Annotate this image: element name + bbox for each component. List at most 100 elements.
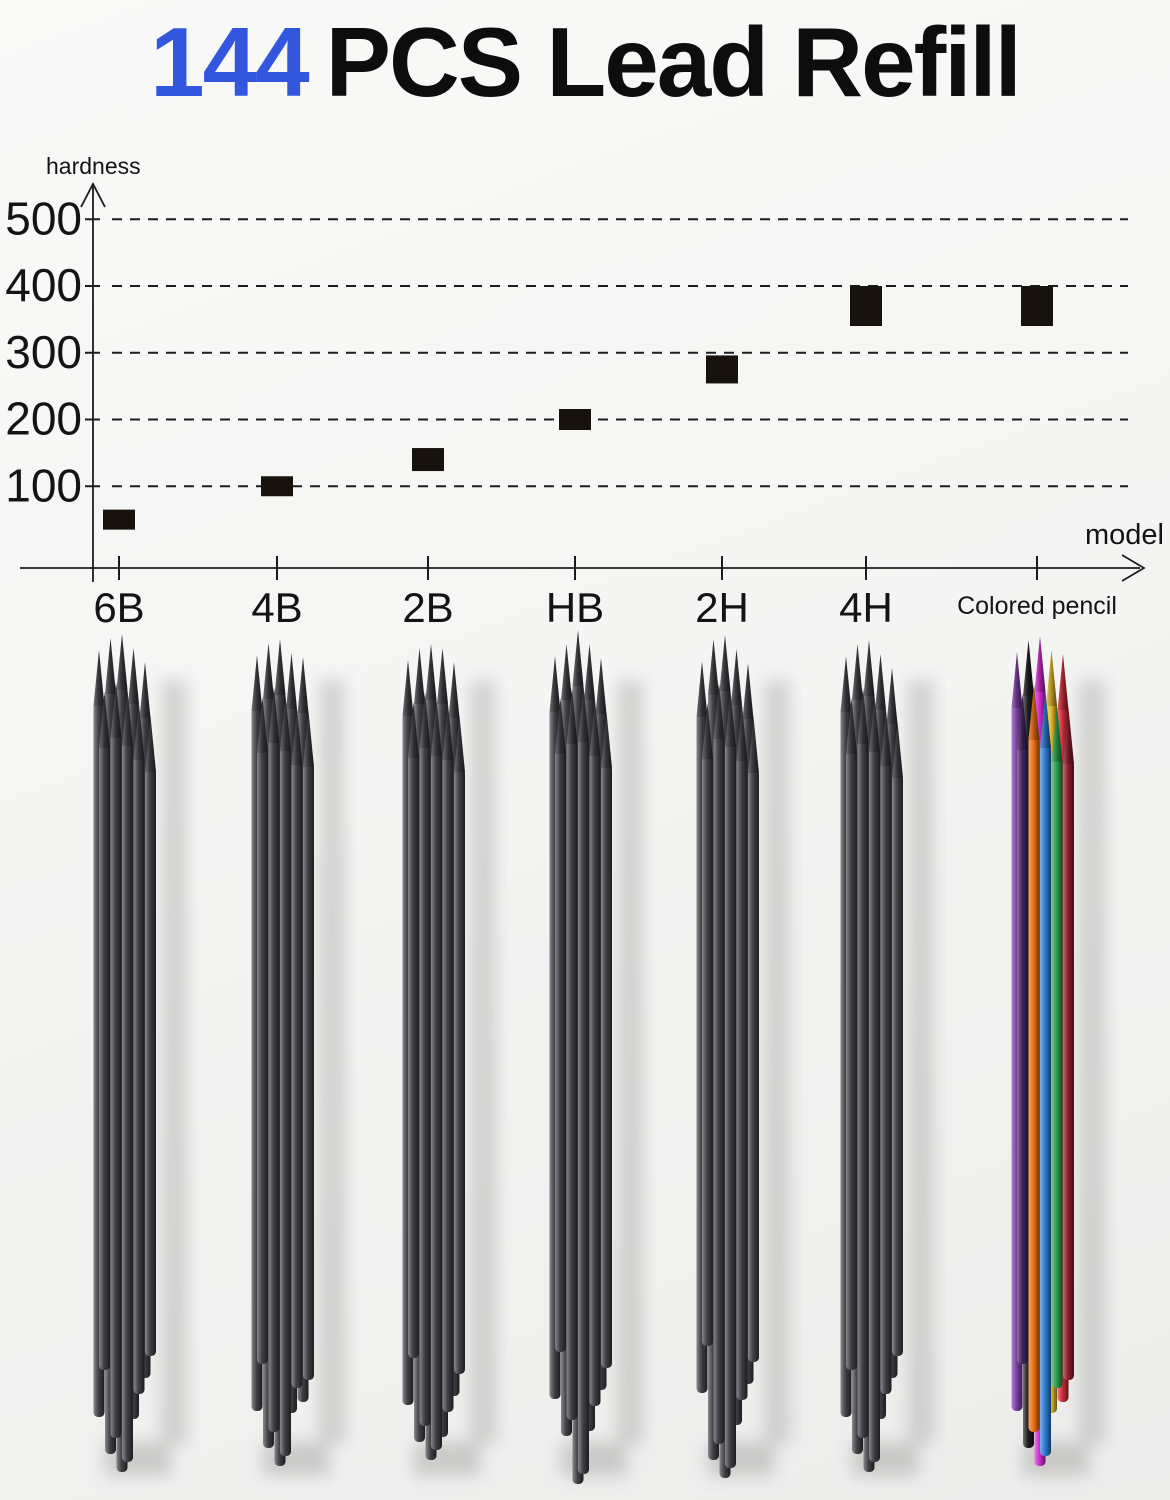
lead-tip [110, 682, 122, 738]
lead-tip [297, 657, 309, 713]
lead-tip [93, 650, 105, 706]
lead-rod [846, 751, 857, 1370]
lead-tip [263, 643, 274, 699]
lead-tip [116, 634, 128, 690]
lead-tip [886, 668, 898, 724]
y-axis-label: hardness [46, 153, 141, 179]
lead-tip [742, 663, 754, 719]
lead-tip [1040, 692, 1051, 748]
x-tick-label: 4H [839, 584, 893, 631]
lead-rod [257, 750, 268, 1364]
data-marker [103, 509, 135, 530]
lead-rod [110, 735, 122, 1438]
lead-tip [1057, 654, 1069, 710]
lead-rod [589, 753, 601, 1406]
lead-tip [708, 639, 719, 695]
lead-tip [1028, 684, 1040, 740]
lead-tip [1046, 650, 1057, 706]
data-marker [261, 476, 293, 497]
lead-tip [736, 705, 748, 761]
data-marker [412, 448, 444, 472]
lead-rod [578, 739, 589, 1474]
lead-rod [736, 758, 748, 1400]
lead-tip [549, 656, 561, 712]
lead-tip [555, 698, 566, 754]
lead-rod [1063, 761, 1074, 1380]
data-marker [706, 355, 738, 384]
lead-tip [280, 695, 291, 751]
bundle-svg [549, 630, 643, 1484]
x-tick-label: 6B [93, 584, 144, 631]
y-axis-arrow-icon [80, 182, 106, 208]
lead-rod [291, 762, 303, 1388]
lead-tip [566, 688, 578, 744]
bundle-shadow [414, 1442, 480, 1476]
lead-tip [702, 703, 713, 759]
lead-tip [857, 688, 869, 744]
lead-rod [442, 757, 454, 1412]
bundle-shadow [764, 680, 790, 1444]
lead-tip [1034, 636, 1046, 692]
lead-tip [863, 640, 875, 696]
lead-tip [286, 653, 297, 709]
lead-tip [419, 692, 431, 748]
lead-tip [99, 692, 110, 748]
lead-tip [846, 698, 857, 754]
pencil-bundle [398, 622, 508, 1500]
pencil-bundle [692, 622, 802, 1500]
bundle-svg [251, 639, 345, 1476]
y-tick-label: 500 [5, 192, 82, 244]
x-axis-label: model [1085, 519, 1164, 551]
lead-rod [892, 775, 903, 1356]
lead-rod [99, 745, 110, 1370]
lead-tip [1017, 694, 1028, 750]
bundle-shadow [908, 680, 934, 1444]
bundle-svg [1011, 636, 1105, 1476]
lead-tip [437, 648, 448, 704]
bundle-shadow [319, 680, 345, 1444]
lead-tip [875, 654, 886, 710]
lead-tip [731, 649, 742, 705]
bundle-shadow [617, 680, 643, 1444]
lead-tip [442, 704, 454, 760]
lead-tip [713, 683, 725, 739]
y-tick-label: 100 [5, 459, 82, 511]
lead-rod [280, 748, 291, 1456]
lead-rod [601, 765, 612, 1368]
lead-rod [431, 753, 442, 1450]
lead-tip [719, 635, 731, 691]
lead-tip [454, 716, 465, 772]
page-title: 144 PCS Lead Refill [0, 7, 1170, 118]
lead-tip [1051, 706, 1063, 762]
lead-tip [725, 691, 736, 747]
lead-tip [414, 648, 425, 704]
lead-tip [133, 704, 145, 760]
lead-rod [268, 740, 280, 1432]
lead-tip [869, 696, 880, 752]
hardness-chart: 100 200 300 400 500 hardness model 6B 4B 2B HB 2H 4H… [0, 0, 1170, 650]
pencil-bundle [836, 622, 946, 1500]
lead-tip [139, 662, 151, 718]
lead-rod [725, 744, 736, 1468]
chart-svg: 100 200 300 400 500 hardness model 6B 4B 2B HB 2H 4H… [5, 153, 1164, 631]
lead-tip [1023, 640, 1034, 696]
pencil-bundle [1007, 622, 1117, 1500]
lead-tip [880, 710, 892, 766]
lead-rod [702, 756, 713, 1346]
lead-tip [892, 722, 903, 778]
lead-tip [402, 660, 414, 716]
pencil-bundle [545, 622, 655, 1500]
lead-rod [857, 741, 869, 1438]
lead-rod [869, 749, 880, 1462]
lead-tip [589, 700, 601, 756]
bundle-svg [93, 634, 187, 1476]
title-count: 144 [150, 7, 310, 117]
lead-tip [268, 687, 280, 743]
y-tick-label: 400 [5, 259, 82, 311]
bundle-shadow [470, 680, 496, 1444]
lead-rod [454, 769, 465, 1374]
x-tick-label: 4B [251, 584, 302, 631]
lead-tip [425, 644, 437, 700]
lead-tip [572, 630, 584, 686]
